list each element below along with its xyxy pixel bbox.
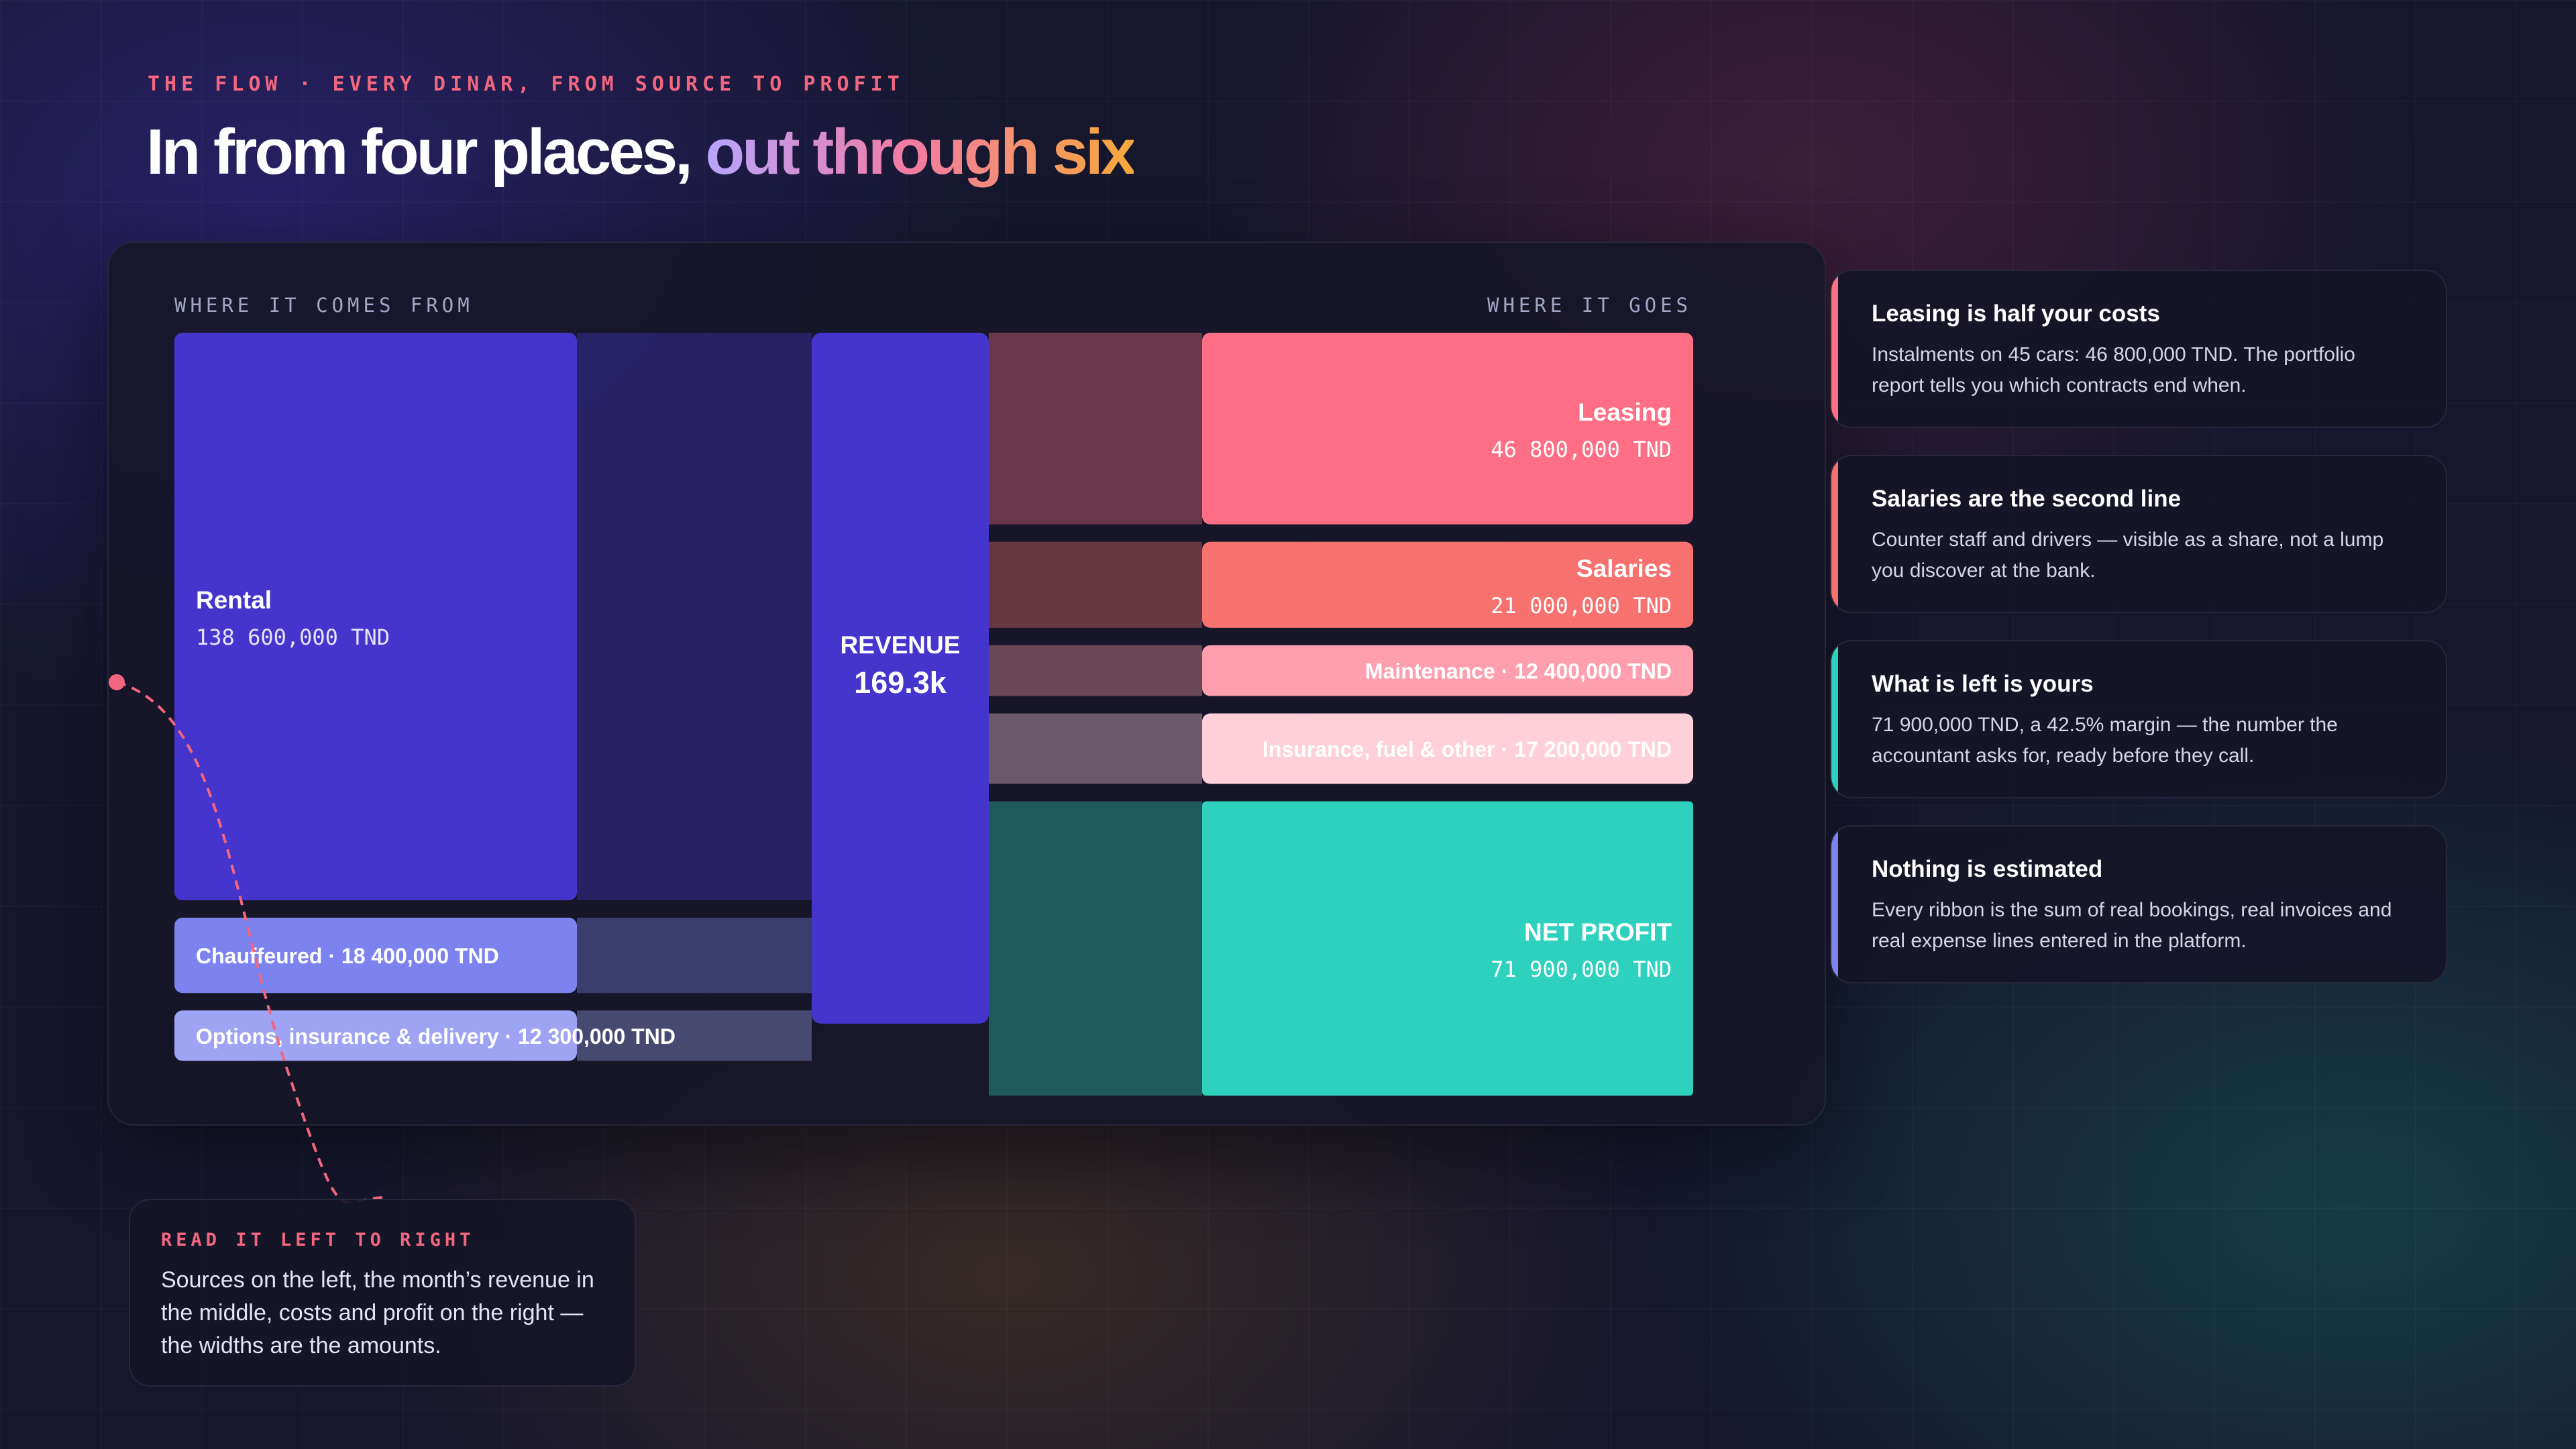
revenue-node xyxy=(812,333,989,1024)
target-ribbon xyxy=(989,801,1202,1096)
card-accent-bar xyxy=(1831,456,1838,612)
sources-column-label: WHERE IT COMES FROM xyxy=(174,294,474,317)
insight-card: Leasing is half your costs Instalments o… xyxy=(1830,270,2447,428)
reading-note: READ IT LEFT TO RIGHT Sources on the lef… xyxy=(129,1199,636,1387)
card-title: What is left is yours xyxy=(1872,671,2094,697)
title-main: In from four places, xyxy=(146,116,706,188)
target-ribbon xyxy=(989,645,1202,696)
card-title: Leasing is half your costs xyxy=(1872,301,2160,327)
target-ribbon xyxy=(989,541,1202,628)
source-ribbon xyxy=(577,333,812,900)
target-node xyxy=(1202,541,1693,628)
card-accent-bar xyxy=(1831,271,1838,427)
eyebrow: THE FLOW · EVERY DINAR, FROM SOURCE TO P… xyxy=(148,72,904,96)
sankey-diagram: Rental 138 600,000 TND Chauffeured · 18 40… xyxy=(174,333,1693,1096)
target-node xyxy=(1202,801,1693,1096)
target-value: 46 800,000 TND xyxy=(1491,437,1672,462)
insight-card: Nothing is estimated Every ribbon is the… xyxy=(1830,825,2447,983)
target-node xyxy=(1202,645,1693,696)
card-accent-bar xyxy=(1831,826,1838,982)
page-title: In from four places, out through six xyxy=(146,115,1136,189)
card-accent-bar xyxy=(1831,641,1838,797)
target-node xyxy=(1202,333,1693,525)
target-label: Maintenance · 12 400,000 TND xyxy=(1365,659,1672,684)
note-title: READ IT LEFT TO RIGHT xyxy=(161,1230,475,1250)
card-body: 71 900,000 TND, a 42.5% margin — the num… xyxy=(1872,714,2338,767)
source-label: Options, insurance & delivery · 12 300,0… xyxy=(196,1024,676,1049)
target-ribbon xyxy=(989,333,1202,525)
source-label: Chauffeured · 18 400,000 TND xyxy=(196,944,499,968)
title-accent: out through six xyxy=(705,116,1136,188)
source-value: 138 600,000 TND xyxy=(196,625,390,650)
source-node xyxy=(174,333,577,900)
target-node xyxy=(1202,713,1693,784)
card-title: Salaries are the second line xyxy=(1872,486,2182,512)
connector-line xyxy=(116,681,386,1204)
connector-dot xyxy=(109,674,125,690)
target-label: NET PROFIT xyxy=(1524,918,1672,946)
card-body: Counter staff and drivers — visible as a… xyxy=(1872,529,2384,582)
source-ribbon xyxy=(577,918,812,994)
source-label: Rental xyxy=(196,586,272,614)
card-body: Every ribbon is the sum of real bookings… xyxy=(1872,899,2392,952)
target-ribbon xyxy=(989,713,1202,784)
card-body: Instalments on 45 cars: 46 800,000 TND. … xyxy=(1872,343,2355,396)
targets-column-label: WHERE IT GOES xyxy=(1487,294,1692,317)
target-value: 71 900,000 TND xyxy=(1491,957,1672,982)
target-label: Salaries xyxy=(1576,555,1672,582)
revenue-label: REVENUE xyxy=(841,631,961,659)
source-ribbon xyxy=(577,1010,812,1061)
source-node xyxy=(174,1010,577,1061)
sankey-panel: WHERE IT COMES FROM WHERE IT GOES Rental… xyxy=(107,241,1826,1126)
source-node xyxy=(174,918,577,994)
revenue-value: 169.3k xyxy=(854,665,947,700)
target-label: Leasing xyxy=(1578,398,1672,426)
insight-card: Salaries are the second line Counter sta… xyxy=(1830,455,2447,613)
target-value: 21 000,000 TND xyxy=(1491,593,1672,619)
note-body: Sources on the left, the month’s revenue… xyxy=(161,1267,594,1358)
insight-cards: Leasing is half your costs Instalments o… xyxy=(1830,270,2447,1010)
card-title: Nothing is estimated xyxy=(1872,856,2103,882)
insight-card: What is left is yours 71 900,000 TND, a … xyxy=(1830,640,2447,798)
target-label: Insurance, fuel & other · 17 200,000 TND xyxy=(1263,737,1672,761)
